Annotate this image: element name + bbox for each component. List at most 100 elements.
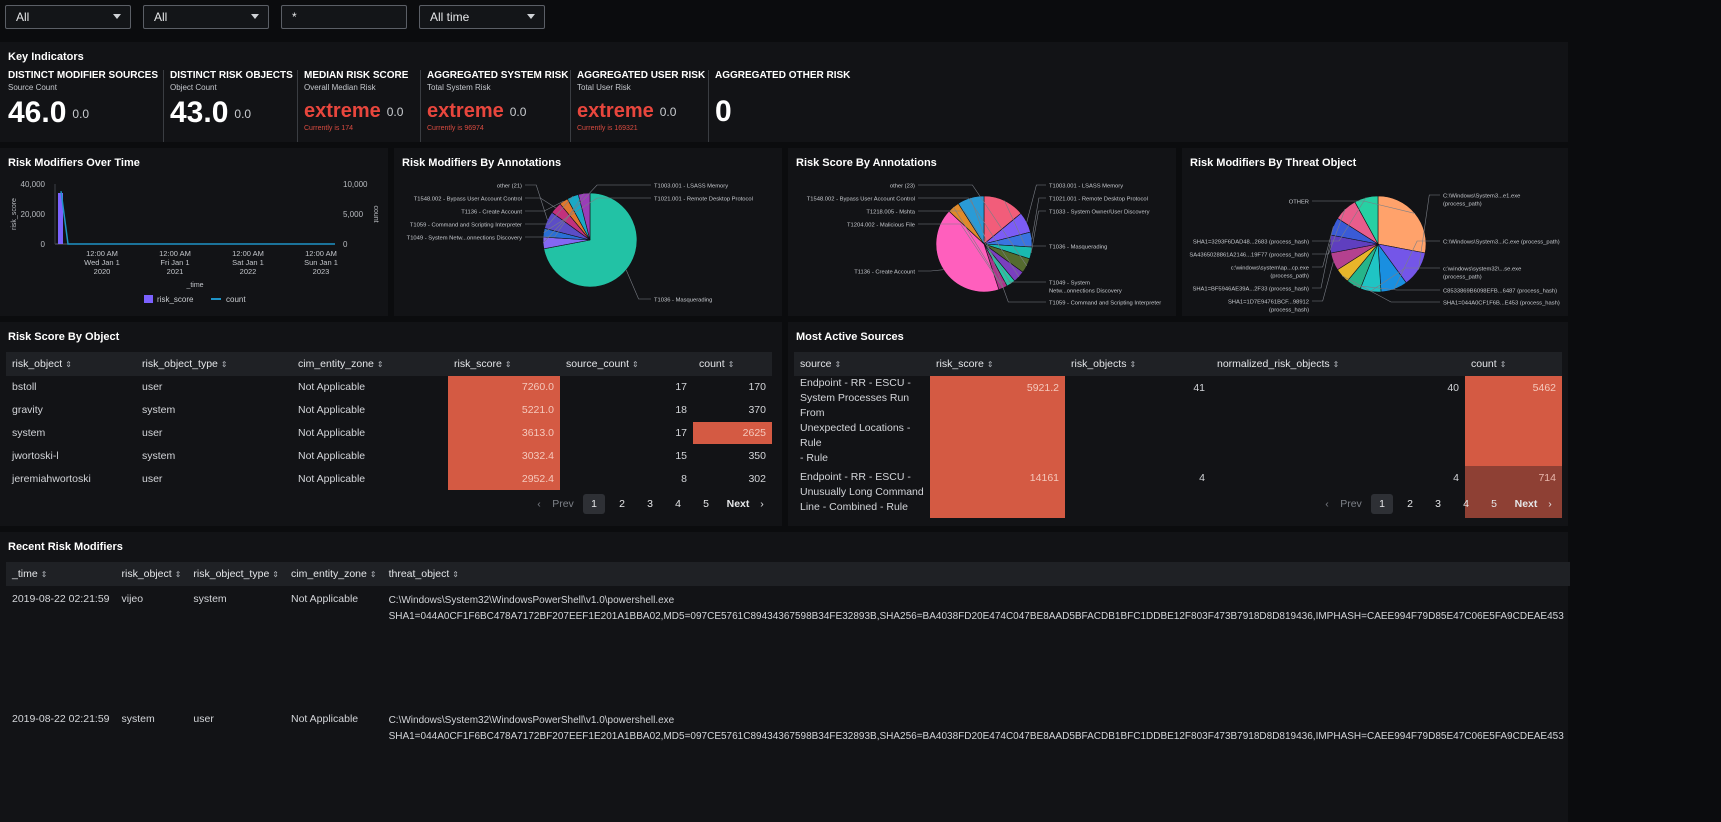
- table-row[interactable]: Endpoint - RR - ESCU - Unusually Long Co…: [794, 466, 1562, 518]
- x-tick-label: 2022: [240, 267, 257, 276]
- table-row[interactable]: 2019-08-22 02:21:59 system user Not Appl…: [6, 706, 1570, 766]
- cell-count: 370: [748, 404, 766, 417]
- kpi-delta: 0.0: [234, 107, 252, 122]
- cell-type: system: [142, 404, 176, 417]
- risk-score-bar[interactable]: [58, 193, 63, 244]
- filter-dropdown-1[interactable]: All: [5, 5, 131, 29]
- risk-by-object-title: Risk Score By Object: [8, 331, 120, 343]
- column-header[interactable]: risk_object ⇕: [6, 352, 136, 376]
- cell-source: Endpoint - RR - ESCU - System Processes …: [800, 377, 911, 464]
- column-header[interactable]: risk_objects ⇕: [1065, 352, 1211, 376]
- column-header[interactable]: _time ⇕: [6, 562, 116, 586]
- page-button-5[interactable]: 5: [703, 498, 709, 510]
- column-header[interactable]: threat_object ⇕: [382, 562, 1570, 586]
- column-header[interactable]: count ⇕: [1465, 352, 1562, 376]
- column-header[interactable]: risk_score ⇕: [930, 352, 1065, 376]
- sort-icon: ⇕: [834, 360, 842, 369]
- kpi-value: extreme 0.0: [427, 100, 527, 122]
- x-axis-label: _time: [185, 282, 203, 289]
- column-header[interactable]: count ⇕: [693, 352, 772, 376]
- cell-zone: Not Applicable: [298, 472, 366, 485]
- next-button[interactable]: Next: [726, 498, 750, 510]
- threat-object-pie-chart[interactable]: OTHER SHA1=3293F6DAD48...2683 (process_ha…: [1182, 148, 1568, 316]
- column-header[interactable]: risk_object_type ⇕: [136, 352, 292, 376]
- page-button-4[interactable]: 4: [675, 498, 681, 510]
- cell-normalized-risk-objects: 4: [1453, 472, 1459, 484]
- pie-slice[interactable]: [1377, 195, 1427, 254]
- column-header[interactable]: risk_object_type ⇕: [187, 562, 285, 586]
- column-header[interactable]: risk_object ⇕: [115, 562, 188, 586]
- table-row[interactable]: Endpoint - RR - ESCU - System Processes …: [794, 376, 1562, 466]
- cell-risk-object: vijeo: [121, 593, 144, 605]
- sort-icon: ⇕: [174, 570, 182, 579]
- sort-icon: ⇕: [369, 570, 377, 579]
- legend-label-risk-score[interactable]: risk_score: [157, 295, 194, 304]
- filter-dropdown-1-value: All: [16, 10, 30, 24]
- page-button-1[interactable]: 1: [583, 494, 605, 514]
- leader-line: [1031, 197, 1046, 240]
- page-button-2[interactable]: 2: [619, 498, 625, 510]
- pie-label: SHA1=BF5946AE39A...2F33 (process_hash): [1193, 287, 1310, 293]
- table-row[interactable]: 2019-08-22 02:21:59 vijeo system Not App…: [6, 586, 1570, 706]
- prev-button[interactable]: Prev: [1340, 498, 1362, 510]
- chevron-left-icon[interactable]: ‹: [1325, 498, 1329, 510]
- leader-line: [953, 206, 1046, 283]
- page-button-4[interactable]: 4: [1463, 498, 1469, 510]
- page-button-1[interactable]: 1: [1371, 494, 1393, 514]
- pie-label: (process_path): [1443, 275, 1482, 281]
- table-row[interactable]: jwortoski-l system Not Applicable 3032.4…: [6, 444, 772, 468]
- filter-dropdown-2[interactable]: All: [143, 5, 269, 29]
- score-annotations-pie-chart[interactable]: other (23) T1548.002 - Bypass User Accoun…: [788, 148, 1176, 316]
- column-header[interactable]: cim_entity_zone ⇕: [292, 352, 448, 376]
- kpi-caption: Currently is 174: [304, 125, 354, 132]
- pie-label: SHA1=1D7E94761BCF...98912: [1228, 300, 1309, 306]
- kpi-aggregated-other-risk[interactable]: AGGREGATED OTHER RISK 0: [708, 70, 850, 142]
- pie-slice[interactable]: [935, 210, 1000, 293]
- kpi-distinct-risk-objects[interactable]: DISTINCT RISK OBJECTS Object Count 43.0 0…: [163, 70, 293, 142]
- kpi-distinct-modifier-sources[interactable]: DISTINCT MODIFIER SOURCES Source Count 4…: [8, 70, 158, 142]
- column-header[interactable]: cim_entity_zone ⇕: [284, 562, 383, 586]
- recent-risk-modifiers-panel: Recent Risk Modifiers _time ⇕ risk_object…: [0, 532, 1570, 822]
- score-annotations-pie-title: Risk Score By Annotations: [796, 157, 937, 169]
- legend-label-count[interactable]: count: [226, 295, 246, 304]
- page-button-3[interactable]: 3: [647, 498, 653, 510]
- table-row[interactable]: system user Not Applicable 3613.0 17 262…: [6, 421, 772, 445]
- y-tick-label: 20,000: [21, 210, 46, 219]
- pie-label: T1049 - System: [1049, 281, 1090, 287]
- kpi-aggregated-user-risk[interactable]: AGGREGATED USER RISK Total User Risk ext…: [570, 70, 706, 142]
- kpi-median-risk-score[interactable]: MEDIAN RISK SCORE Overall Median Risk ex…: [297, 70, 408, 142]
- chevron-left-icon[interactable]: ‹: [537, 498, 541, 510]
- divider: [420, 70, 421, 142]
- filter-text-input[interactable]: *: [281, 5, 407, 29]
- kpi-title: AGGREGATED USER RISK: [577, 70, 706, 81]
- table-row[interactable]: gravity system Not Applicable 5221.0 18 …: [6, 398, 772, 422]
- chevron-right-icon[interactable]: ›: [760, 498, 764, 510]
- table-row[interactable]: bstoll user Not Applicable 7260.0 17 170: [6, 376, 772, 399]
- page-button-2[interactable]: 2: [1407, 498, 1413, 510]
- kpi-aggregated-system-risk[interactable]: AGGREGATED SYSTEM RISK Total System Risk…: [420, 70, 569, 142]
- page-button-3[interactable]: 3: [1435, 498, 1441, 510]
- prev-button[interactable]: Prev: [552, 498, 574, 510]
- x-tick-label: 12:00 AM: [305, 249, 337, 258]
- column-header[interactable]: source_count ⇕: [560, 352, 693, 376]
- leader-line: [970, 197, 1046, 303]
- y2-tick-label: 10,000: [343, 180, 368, 189]
- cell-type: user: [142, 472, 163, 485]
- cell-risk-score: 7260.0: [448, 376, 560, 399]
- most-active-sources-pager: ‹ Prev 1 2 3 4 5 Next ›: [1320, 494, 1556, 514]
- pie-label: T1036 - Masquerading: [654, 298, 712, 304]
- count-series-line[interactable]: [60, 191, 335, 245]
- table-row[interactable]: jeremiahwortoski user Not Applicable 295…: [6, 467, 772, 490]
- next-button[interactable]: Next: [1514, 498, 1538, 510]
- column-header[interactable]: normalized_risk_objects ⇕: [1211, 352, 1465, 376]
- kpi-delta: 0.0: [72, 107, 90, 122]
- column-header[interactable]: source ⇕: [794, 352, 930, 376]
- chevron-right-icon[interactable]: ›: [1548, 498, 1552, 510]
- time-range-picker[interactable]: All time: [419, 5, 545, 29]
- column-header[interactable]: risk_score ⇕: [448, 352, 560, 376]
- annotations-pie-chart[interactable]: other (21) T1548.002 - Bypass User Accoun…: [394, 148, 782, 316]
- page-button-5[interactable]: 5: [1491, 498, 1497, 510]
- divider: [297, 70, 298, 142]
- leader-line: [1370, 267, 1440, 292]
